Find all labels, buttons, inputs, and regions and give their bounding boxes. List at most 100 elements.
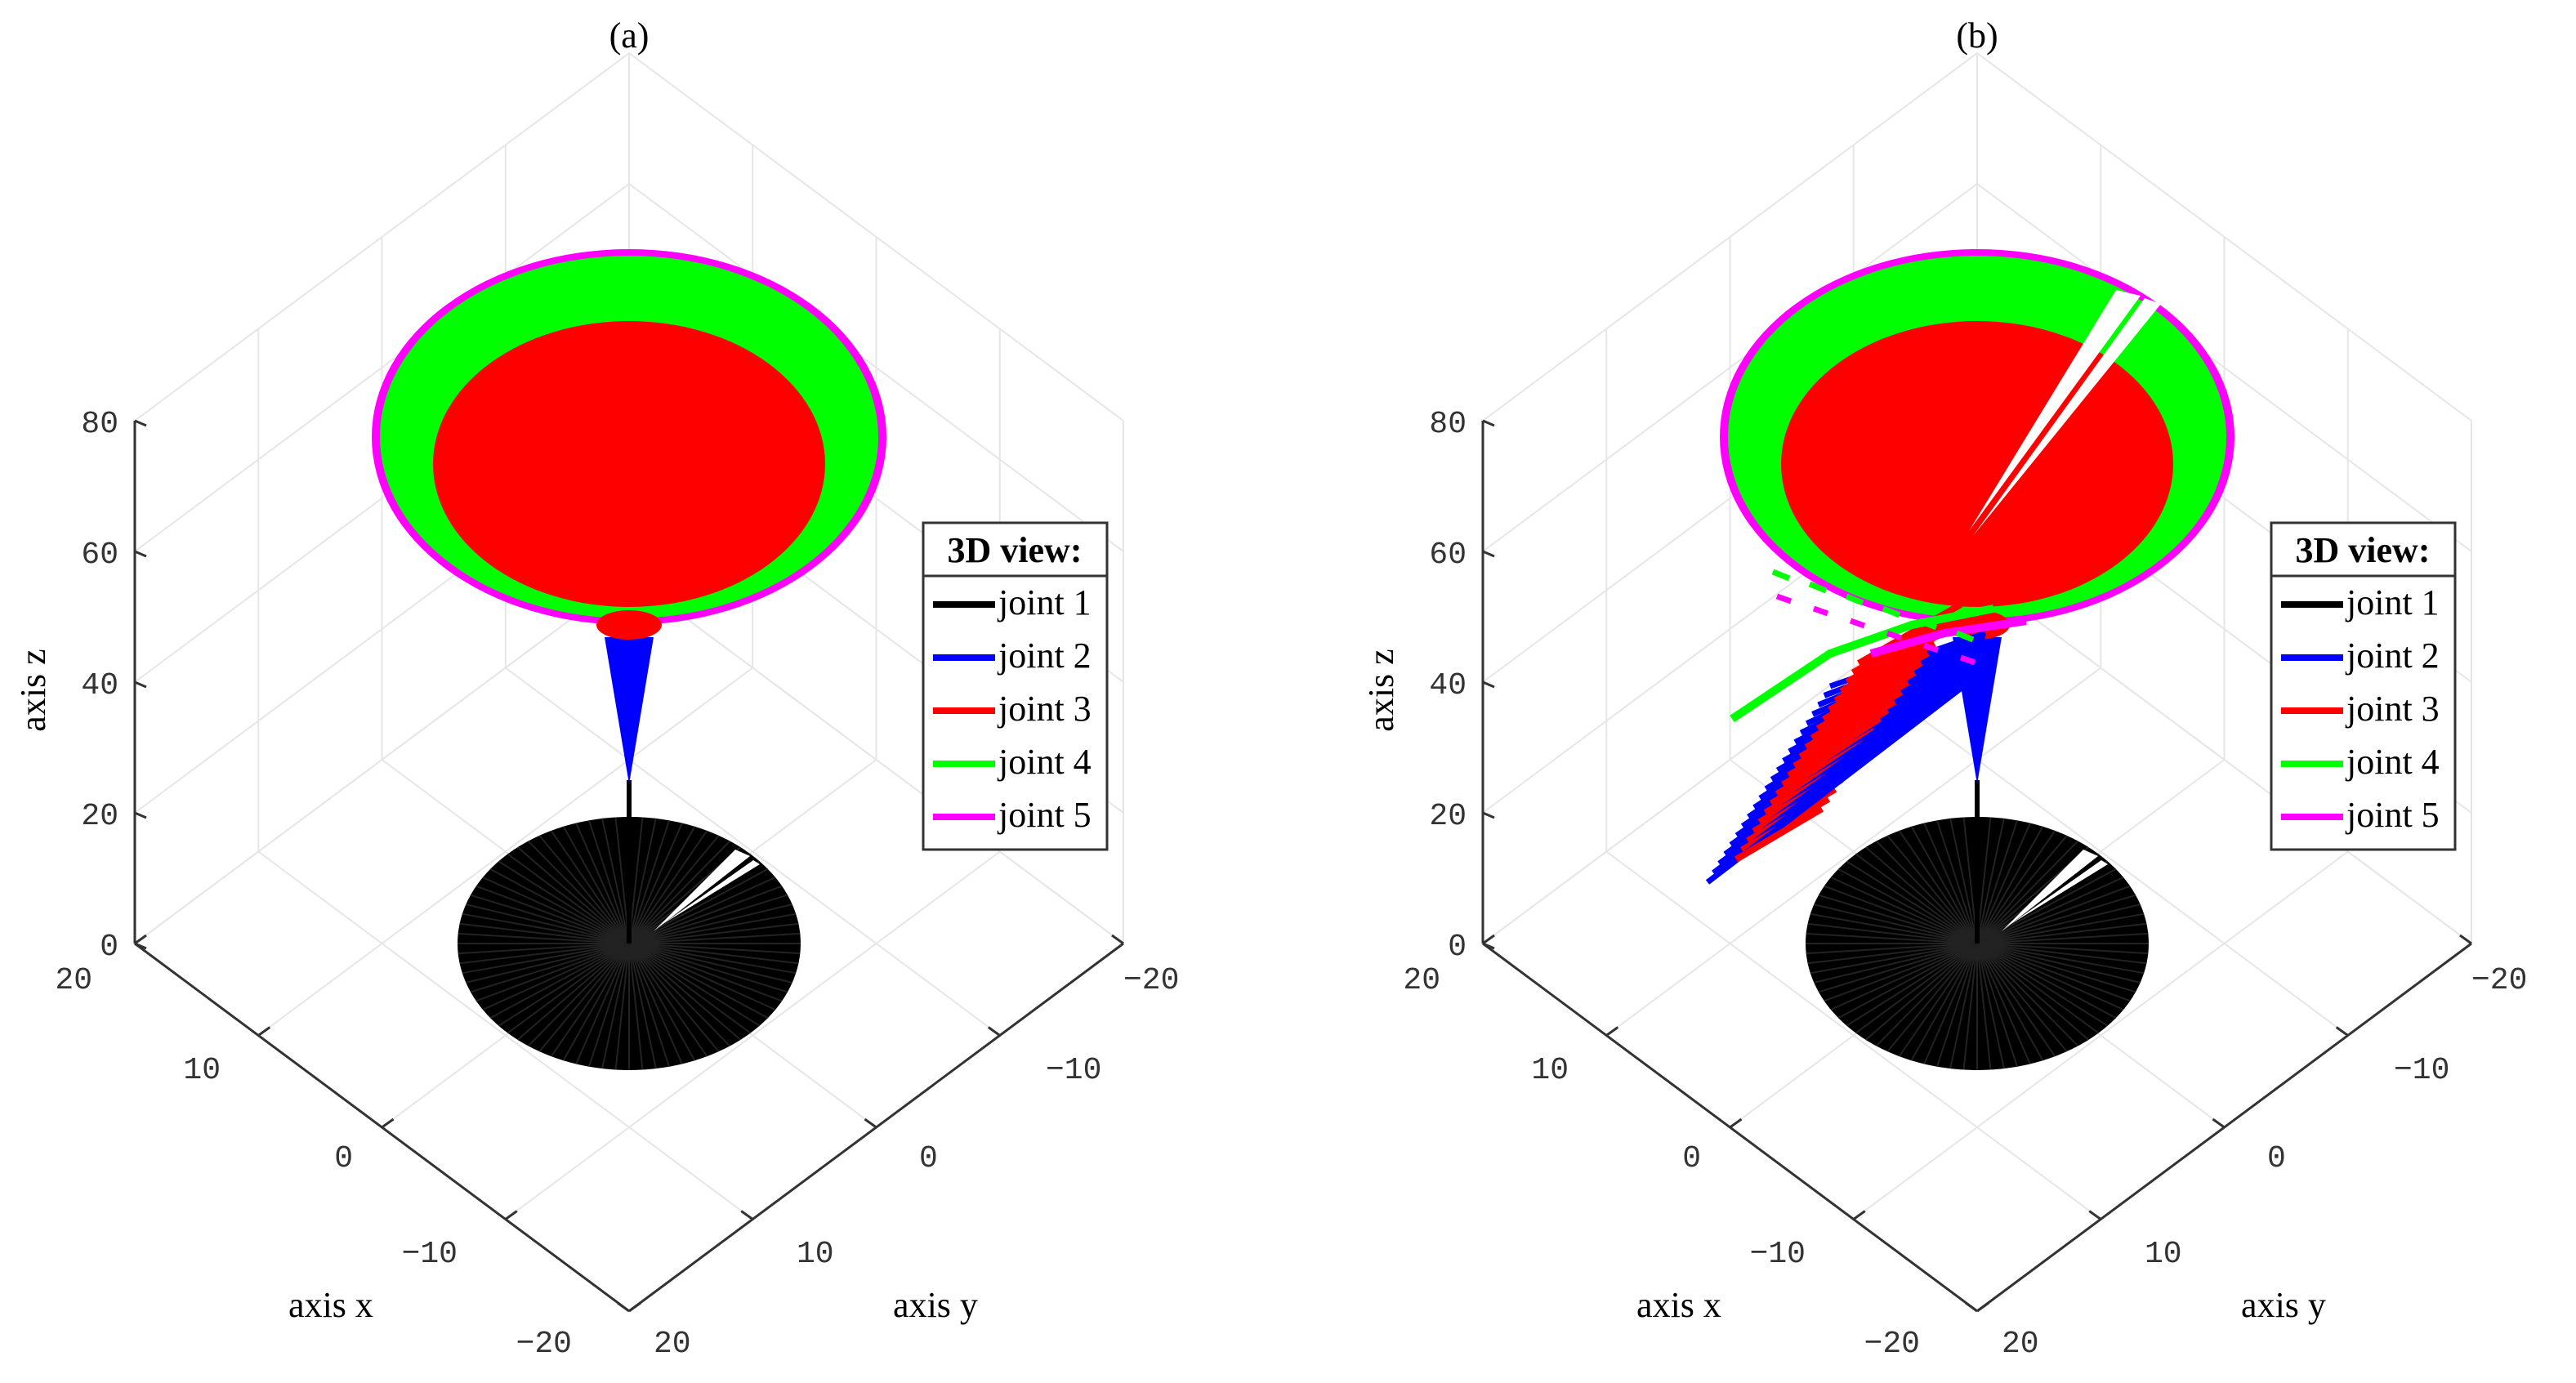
joint-1-link [628,943,801,955]
joint-1-link [1949,943,1978,1069]
legend-label: joint 5 [2345,795,2440,835]
joint-1-link [1923,943,1978,1064]
joint-1-link [588,943,630,1068]
joint-1-link [550,943,630,1057]
joint-4-link [1955,630,1975,643]
joint-1-link [628,885,783,944]
joint-5-link [1812,605,1829,617]
joint-1-link [614,943,630,1070]
joint-1-link [458,943,630,955]
joint-1-link [1976,912,2145,944]
joint-1-link [628,868,769,944]
joint-1-link [1855,853,1978,944]
x-tick [1605,1026,1619,1037]
legend: 3D view: joint 1 joint 2 joint 3 joint 4 join… [2270,521,2457,851]
y-tick [1111,934,1124,945]
legend-label: joint 2 [997,636,1092,676]
joint-1-link [1976,943,2145,975]
joint-3-link [1828,650,1930,713]
y-tick-label: −10 [1046,1053,1101,1088]
joint-1-link [1976,826,2044,944]
joint-1-link [628,943,792,984]
z-tick [134,680,147,689]
joint-3-link [1810,679,1910,741]
joint-1-link [1976,943,1992,1070]
joint-1-link [628,840,731,944]
joint-1-link [1855,943,1978,1034]
x-axis-label: axis x [288,1285,373,1325]
joint-1-link [628,894,788,944]
joint-4-link [1882,605,1901,618]
joint-1-link [466,943,630,984]
joint-1-link [628,943,769,1019]
y-axis-label: axis y [2241,1285,2326,1325]
joint-4-link [1845,593,1864,606]
joint-1-link [628,912,797,944]
joint-1-link [628,932,801,944]
z-axis-label: axis z [13,649,53,731]
joint-3-disk [1781,321,2173,607]
z-tick [134,419,147,427]
legend-box [2270,521,2457,851]
y-tick [1965,1301,1978,1313]
y-tick [2088,1210,2102,1220]
joint-1-link [489,943,630,1019]
joint-1-link [1846,943,1978,1027]
joint-1-link [628,943,752,1034]
x-axis-label: axis x [1636,1285,1721,1325]
joint-1-link [1824,943,1978,1002]
joint-1-link [1923,823,1978,944]
joint-1-link [1976,877,2124,944]
joint-1-link [459,922,630,944]
joint-1-link [475,943,630,1002]
joint-1-link [588,819,630,944]
joint-1-link [1976,835,2068,944]
joint-1-link [1910,943,1978,1061]
joint-1-link [1818,894,1978,944]
joint-3-link [1787,718,1883,778]
z-tick-label: 80 [1429,407,1467,442]
joint-1-link [1976,943,2136,993]
joint-1-link [1976,830,2056,944]
joint-1-link [462,943,630,975]
joint-1-link [1886,943,1978,1052]
joint-1-link [482,943,630,1010]
y-tick-label: −10 [2394,1053,2449,1088]
legend-box [922,521,1109,851]
legend-label: joint 4 [2345,742,2440,782]
joint-1-link [466,903,630,944]
joint-1-link [601,818,630,944]
legend-title: 3D view: [948,530,1083,570]
z-tick-label: 20 [81,799,118,834]
joint-1-link [1976,943,2056,1057]
x-tick [1852,1210,1866,1220]
joint-1-link [628,943,783,1002]
joint-1-link [1976,943,2131,1002]
joint-3-link [1815,669,1917,732]
grid-line [1853,850,2349,1220]
z-tick-label: 20 [1429,799,1467,834]
y-tick [2212,1118,2226,1129]
y-tick-label: 0 [919,1141,938,1176]
panel-title: (b) [1956,16,1998,56]
joint-1-link [1976,903,2141,944]
joint-1-link [1814,943,1978,984]
z-tick-label: 60 [81,538,118,573]
joint-1-link [628,877,776,944]
joint-1-link [527,840,630,944]
joint-1-link [628,943,799,965]
joint-3-link [1833,640,1936,704]
joint-1-link [1976,885,2131,944]
joint-1-link [1976,922,2147,944]
joint-1-link [628,922,799,944]
z-tick-label: 0 [100,930,118,965]
joint-1-link [516,846,630,944]
joint-4-link [1808,581,1828,594]
z-tick-label: 60 [1429,538,1467,573]
z-tick [134,811,147,819]
y-tick-label: 0 [2267,1141,2286,1176]
joint-1-link [1976,943,2147,965]
x-tick [1729,1118,1743,1129]
x-tick [1482,934,1495,945]
joint-5-link [1922,642,1940,654]
